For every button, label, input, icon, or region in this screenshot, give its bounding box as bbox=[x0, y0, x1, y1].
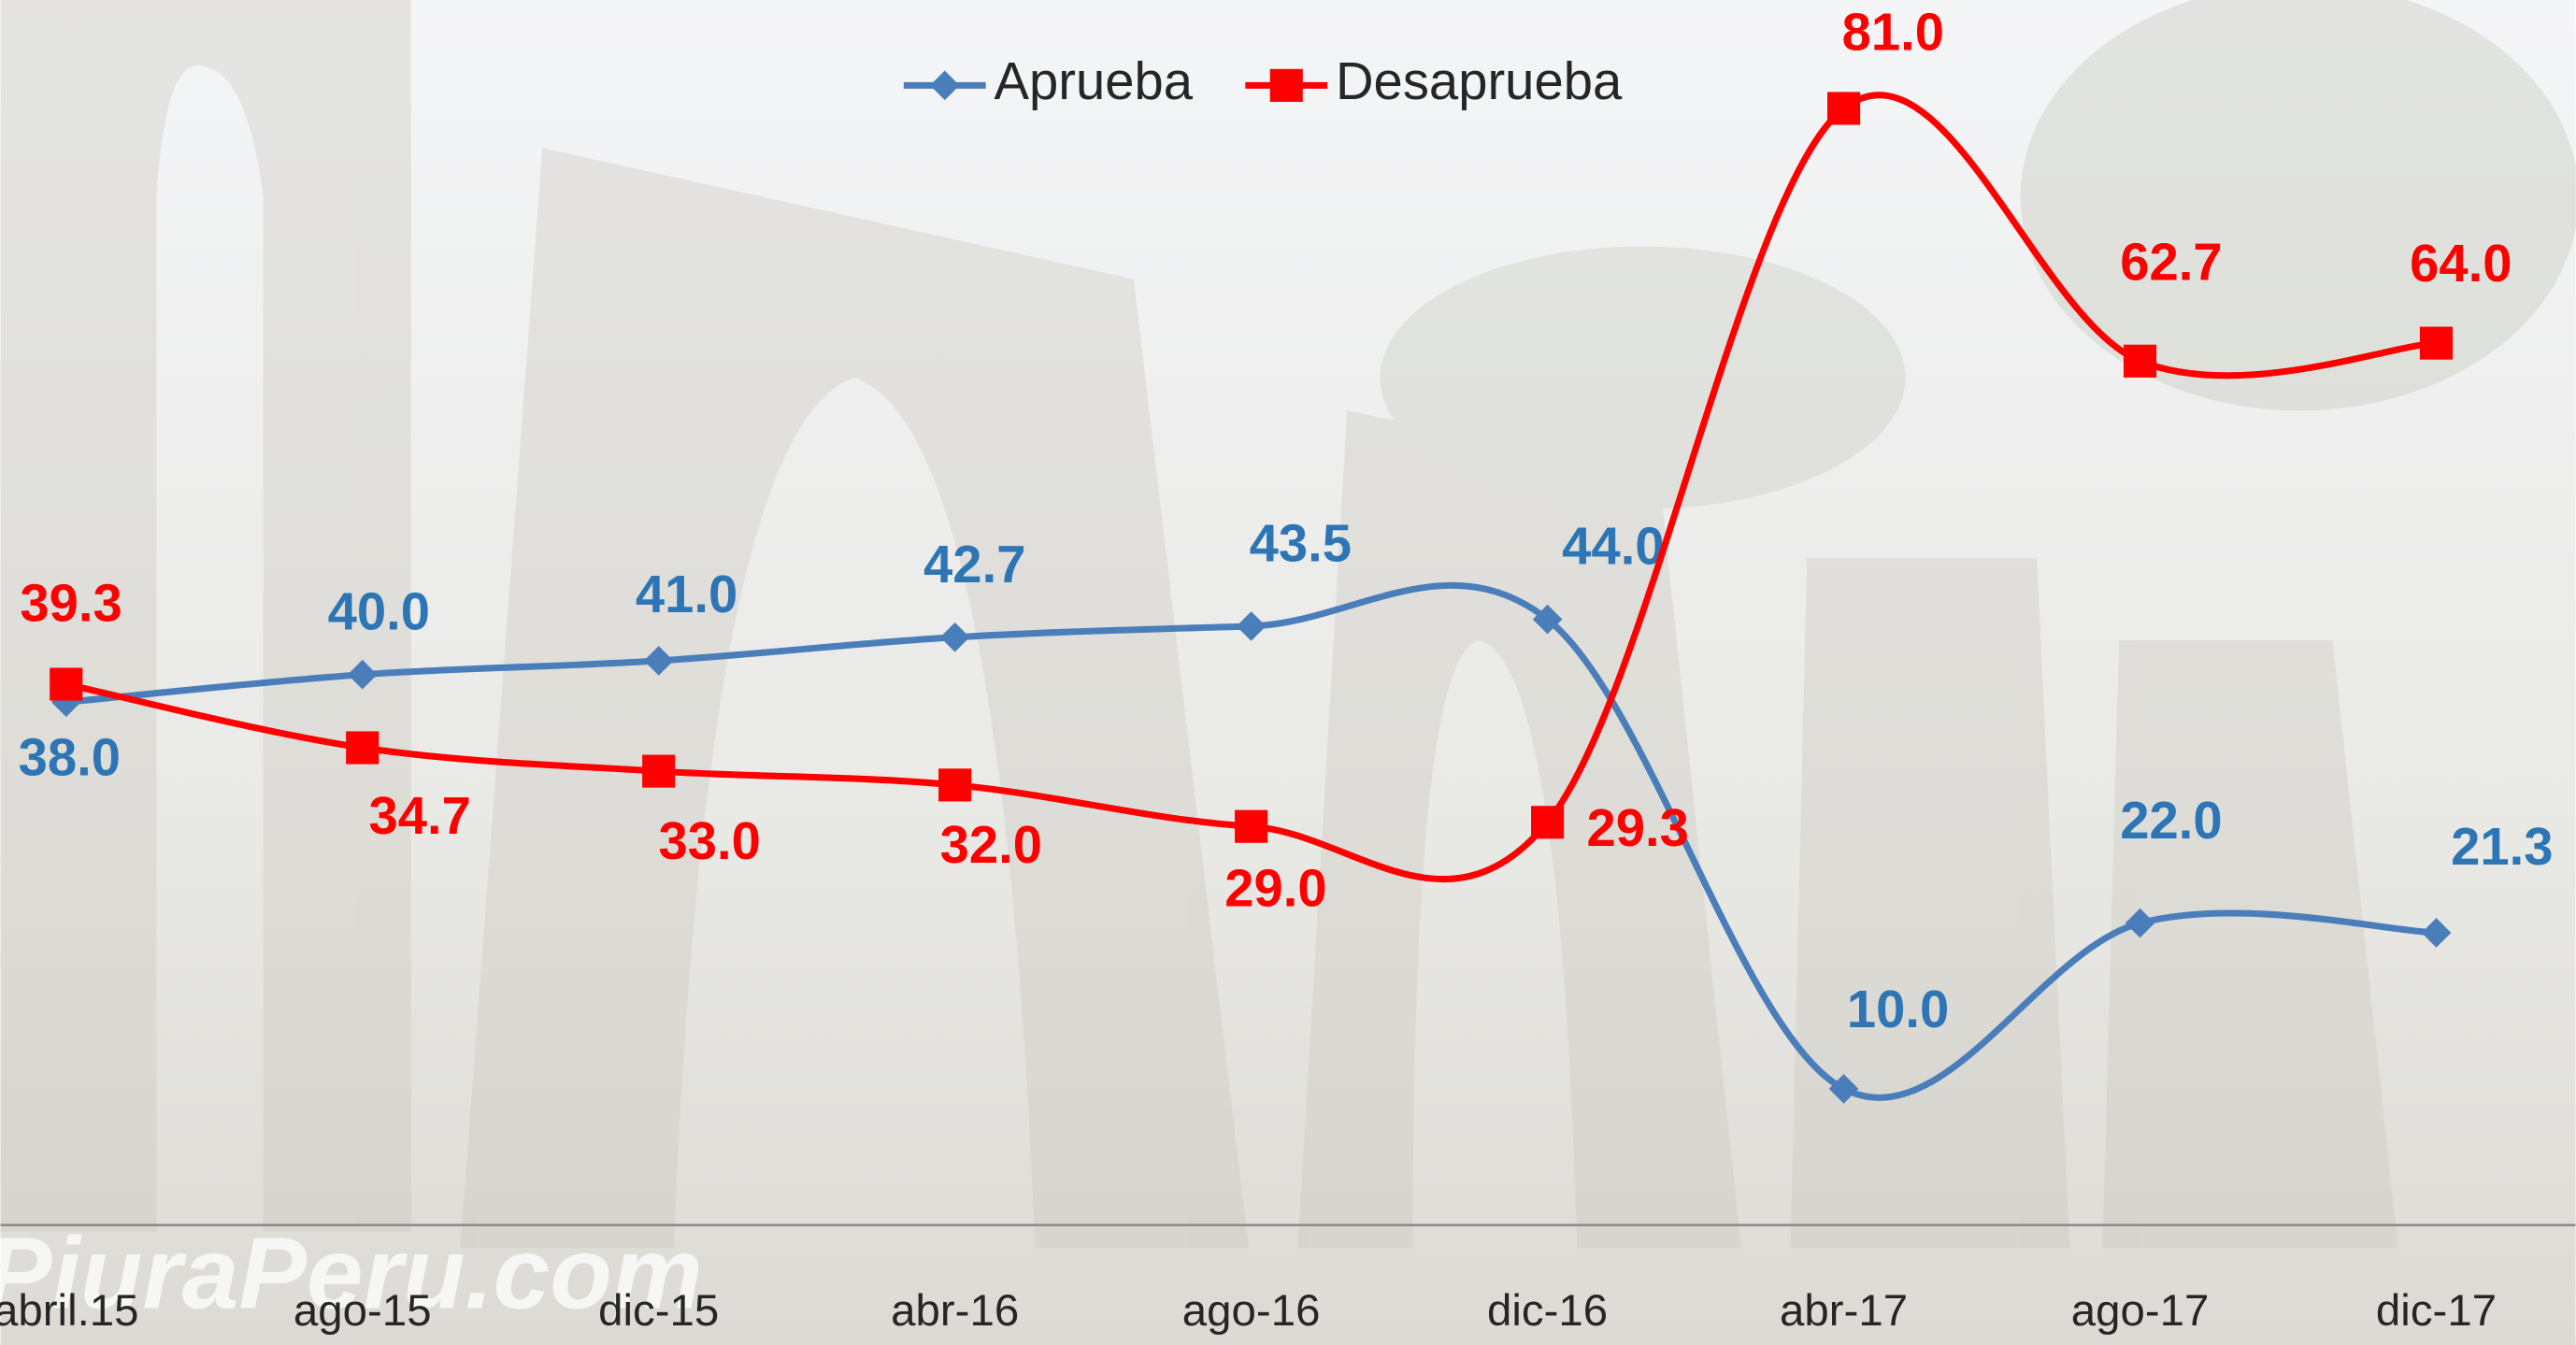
watermark: PiuraPeru.com bbox=[0, 1216, 703, 1330]
x-tick-label: ago-16 bbox=[1182, 1286, 1321, 1336]
data-label: 33.0 bbox=[658, 811, 760, 870]
data-label: 34.7 bbox=[369, 786, 471, 845]
marker bbox=[642, 754, 676, 788]
x-tick-label: dic-15 bbox=[598, 1286, 719, 1336]
marker bbox=[2123, 344, 2157, 378]
x-tick-label: abr-16 bbox=[891, 1286, 1019, 1336]
marker bbox=[1828, 1074, 1859, 1104]
x-tick-label: abril.15 bbox=[0, 1286, 139, 1336]
marker bbox=[939, 622, 970, 652]
x-tick-label: abr-17 bbox=[1780, 1286, 1908, 1336]
marker bbox=[2419, 326, 2454, 360]
data-label: 41.0 bbox=[636, 565, 737, 623]
legend-label: Aprueba bbox=[994, 51, 1193, 110]
marker bbox=[643, 646, 674, 676]
x-tick-label: dic-16 bbox=[1487, 1286, 1608, 1336]
line-0 bbox=[65, 581, 2437, 1101]
data-label: 43.5 bbox=[1250, 513, 1352, 572]
data-label: 29.0 bbox=[1224, 858, 1326, 917]
legend-marker bbox=[929, 70, 960, 101]
data-label: 42.7 bbox=[923, 535, 1025, 594]
data-label: 62.7 bbox=[2120, 232, 2222, 291]
data-label: 39.3 bbox=[20, 573, 122, 632]
line-1 bbox=[65, 92, 2437, 882]
marker bbox=[1827, 92, 1861, 125]
data-label: 21.3 bbox=[2451, 817, 2553, 876]
marker bbox=[1532, 604, 1563, 635]
data-label: 64.0 bbox=[2410, 234, 2512, 293]
data-label: 22.0 bbox=[2120, 791, 2222, 850]
legend-label: Desaprueba bbox=[1336, 51, 1623, 110]
data-label: 32.0 bbox=[940, 815, 1042, 874]
background-arches bbox=[0, 0, 2576, 1249]
data-label: 44.0 bbox=[1562, 517, 1664, 576]
data-label: 29.3 bbox=[1587, 798, 1689, 857]
data-label: 40.0 bbox=[328, 581, 430, 640]
x-tick-label: ago-15 bbox=[293, 1286, 432, 1336]
data-label: 38.0 bbox=[19, 727, 121, 786]
legend-marker bbox=[1269, 68, 1303, 102]
marker bbox=[938, 768, 972, 802]
marker bbox=[346, 731, 379, 765]
marker bbox=[50, 667, 83, 701]
data-label: 10.0 bbox=[1847, 980, 1949, 1038]
data-label: 81.0 bbox=[1842, 2, 1944, 61]
x-tick-label: dic-17 bbox=[2376, 1286, 2497, 1336]
marker bbox=[1235, 809, 1268, 843]
x-tick-label: ago-17 bbox=[2071, 1286, 2210, 1336]
marker bbox=[347, 659, 378, 690]
marker bbox=[1531, 806, 1565, 839]
